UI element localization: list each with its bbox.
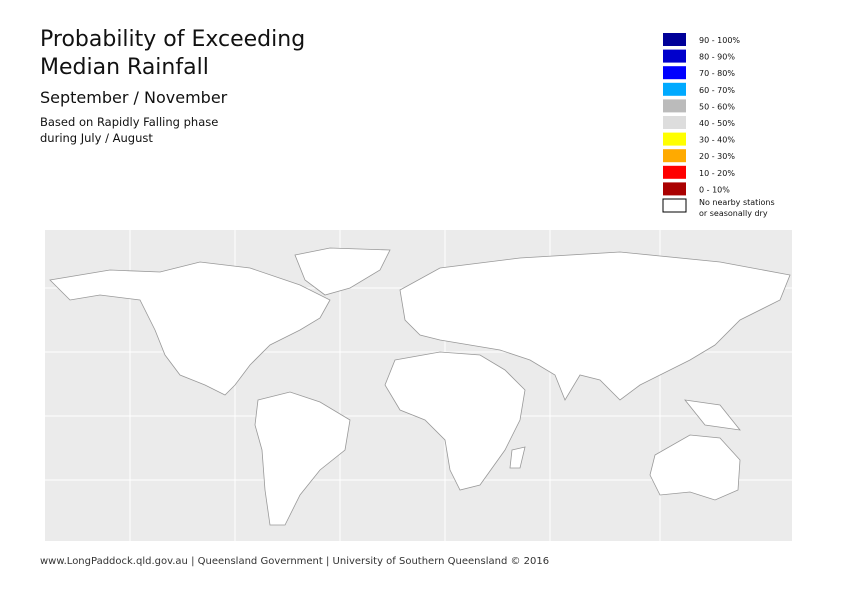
legend-label: 90 - 100% (699, 36, 740, 45)
legend-label: 30 - 40% (699, 136, 735, 145)
period: September / November (40, 88, 228, 107)
map-background (45, 230, 792, 541)
legend-label: or seasonally dry (699, 209, 768, 218)
legend-swatch (662, 198, 687, 213)
legend-label: 80 - 90% (699, 53, 735, 62)
legend-swatch (663, 33, 686, 46)
legend-swatch (663, 82, 686, 96)
legend-swatch (663, 149, 686, 163)
legend-swatch (663, 182, 686, 196)
legend-label: 60 - 70% (699, 86, 735, 95)
note: Based on Rapidly Falling phase during Ju… (40, 114, 218, 146)
legend-swatch (663, 116, 686, 129)
legend: 90 - 100% 80 - 90% 70 - 80% 60 - 70% 50 - 60… (662, 33, 775, 218)
legend-label: 0 - 10% (699, 185, 730, 194)
legend-swatch (663, 99, 686, 113)
legend-swatch (663, 132, 686, 146)
legend-swatch (663, 66, 686, 80)
legend-swatch (663, 165, 686, 179)
legend-label: 40 - 50% (699, 119, 735, 128)
legend-label: No nearby stations (699, 198, 775, 207)
footer: www.LongPaddock.qld.gov.au | Queensland … (40, 556, 550, 567)
legend-swatch (663, 49, 686, 63)
title-line: Probability of Exceeding (40, 27, 306, 52)
legend-label: 50 - 60% (699, 102, 735, 111)
legend-label: 20 - 30% (699, 152, 735, 161)
graticule (45, 230, 792, 541)
note-line: Based on Rapidly Falling phase (40, 115, 219, 129)
legend-label: 10 - 20% (699, 169, 735, 178)
note-line: during July / August (40, 131, 153, 145)
title-line: Median Rainfall (40, 55, 209, 80)
title: Probability of Exceeding Median Rainfall (40, 26, 305, 82)
legend-label: 70 - 80% (699, 69, 735, 78)
land (49, 247, 791, 526)
